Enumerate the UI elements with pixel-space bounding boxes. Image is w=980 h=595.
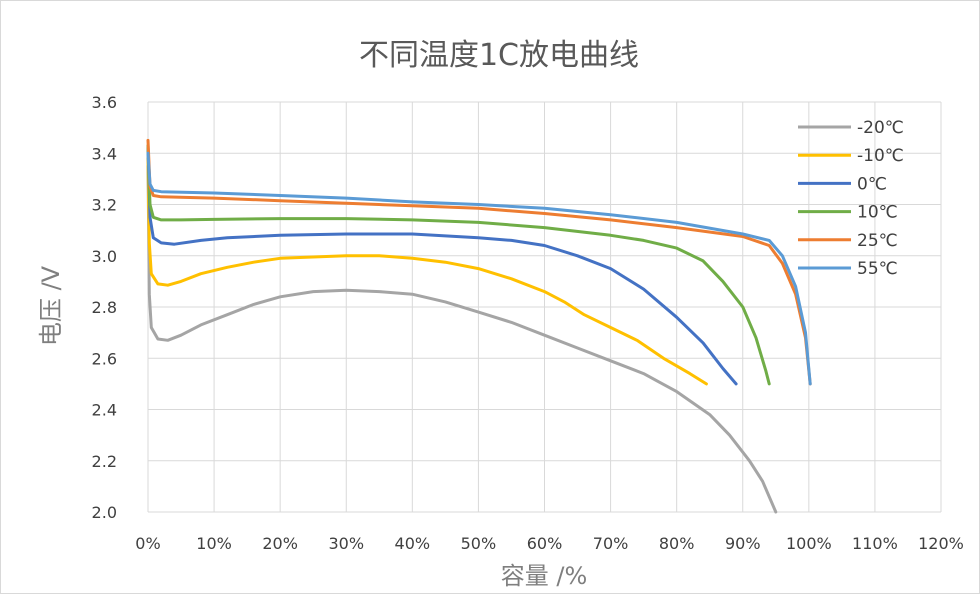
y-axis-ticks: 2.0 2.2 2.4 2.6 2.8 3.0 3.2 3.4 3.6 <box>92 93 117 522</box>
y-tick-label: 3.0 <box>92 247 117 266</box>
x-tick-label: 100% <box>786 534 832 553</box>
x-tick-label: 0% <box>135 534 160 553</box>
x-tick-label: 90% <box>725 534 761 553</box>
y-tick-label: 2.8 <box>92 298 117 317</box>
series-line <box>146 156 708 386</box>
x-tick-label: 70% <box>593 534 629 553</box>
series-line <box>146 164 778 514</box>
y-tick-label: 2.0 <box>92 503 117 522</box>
y-tick-label: 2.2 <box>92 452 117 471</box>
x-tick-label: 40% <box>395 534 431 553</box>
x-tick-label: 10% <box>196 534 232 553</box>
legend: -20℃ -10℃ 0℃ 10℃ 25℃ 55℃ <box>798 118 904 279</box>
y-tick-label: 3.4 <box>92 144 117 163</box>
series-lines <box>146 138 812 514</box>
x-axis-ticks: 0% 10% 20% 30% 40% 50% 60% 70% 80% 90% 100% 110% 120… <box>135 534 964 553</box>
x-tick-label: 50% <box>461 534 497 553</box>
x-tick-label: 20% <box>262 534 298 553</box>
x-tick-label: 30% <box>328 534 364 553</box>
y-tick-label: 2.6 <box>92 349 117 368</box>
grid-lines <box>147 101 942 513</box>
x-axis-label: 容量 /% <box>501 562 588 590</box>
legend-label: 55℃ <box>857 259 898 279</box>
series-line <box>146 138 812 386</box>
x-tick-label: 110% <box>852 534 898 553</box>
y-tick-label: 3.2 <box>92 196 117 215</box>
series-line <box>146 151 812 386</box>
chart-title: 不同温度1C放电曲线 <box>359 38 639 73</box>
series-line <box>146 146 738 386</box>
x-tick-label: 80% <box>659 534 695 553</box>
y-axis-label: 电压 /V <box>37 265 65 346</box>
y-tick-label: 3.6 <box>92 93 117 112</box>
x-tick-label: 120% <box>918 534 964 553</box>
series-line <box>146 144 771 386</box>
y-tick-label: 2.4 <box>92 401 117 420</box>
legend-label: 0℃ <box>857 174 887 194</box>
legend-label: 25℃ <box>857 231 898 251</box>
legend-label: 10℃ <box>857 203 898 223</box>
legend-label: -20℃ <box>857 118 904 138</box>
legend-label: -10℃ <box>857 146 904 166</box>
x-tick-label: 60% <box>527 534 563 553</box>
